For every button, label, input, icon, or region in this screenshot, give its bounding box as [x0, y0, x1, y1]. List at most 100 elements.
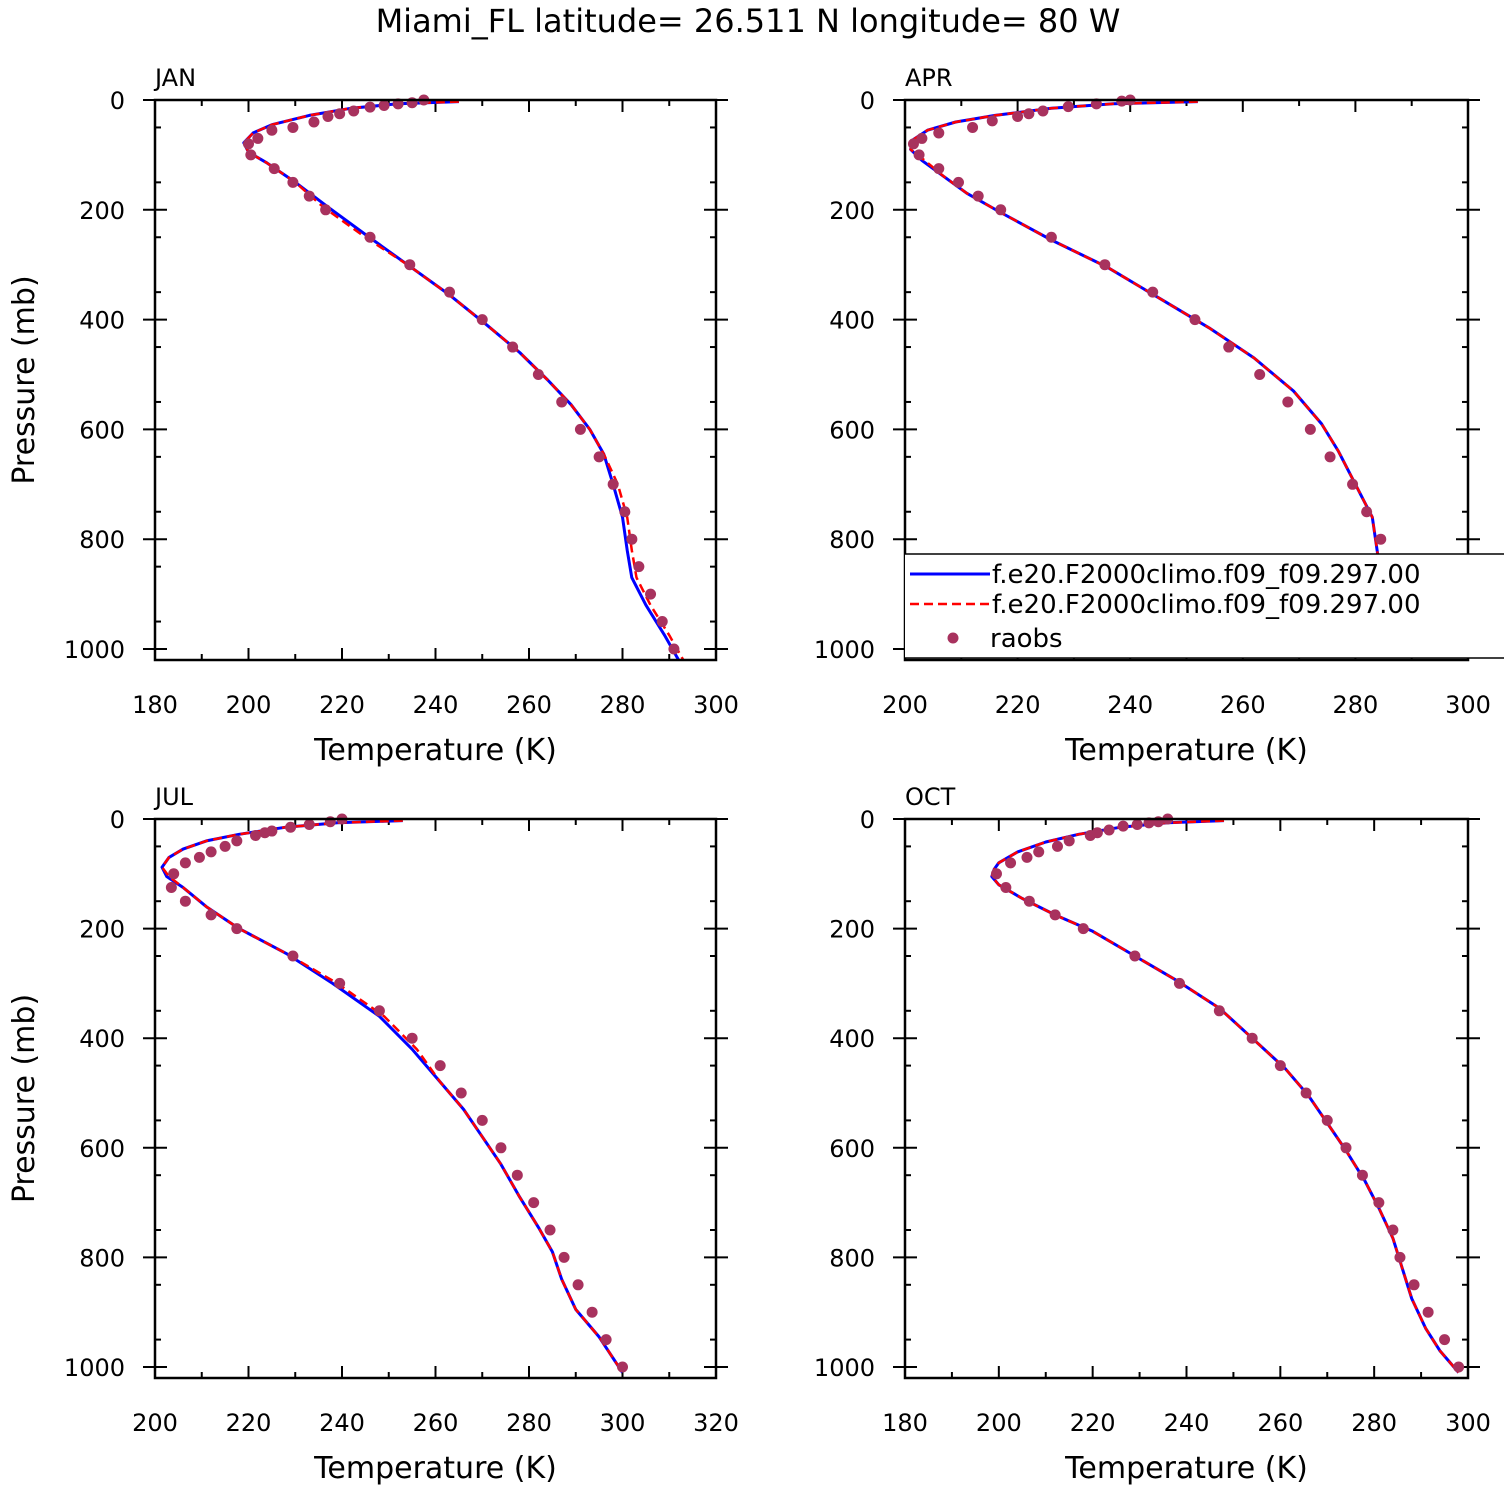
y-tick-label: 800 — [79, 526, 125, 554]
panel-label: JAN — [153, 64, 196, 92]
x-tick-label: 240 — [1164, 1409, 1210, 1437]
model-solid-line — [160, 819, 624, 1374]
raobs-point — [972, 190, 984, 202]
y-tick-label: 200 — [79, 916, 125, 944]
raobs-point — [572, 1279, 584, 1291]
raobs-point — [916, 132, 928, 144]
y-tick-label: 200 — [79, 197, 125, 225]
x-tick-label: 280 — [1351, 1409, 1397, 1437]
raobs-point — [1129, 950, 1141, 962]
y-tick-label: 800 — [829, 1244, 875, 1272]
raobs-point — [1300, 1087, 1312, 1099]
raobs-point — [586, 1306, 598, 1318]
model-dashed-line — [990, 819, 1460, 1374]
y-tick-label: 0 — [110, 87, 125, 115]
raobs-point — [334, 977, 346, 989]
raobs-point — [165, 882, 177, 893]
raobs-point — [913, 149, 925, 161]
chart-title: Miami_FL latitude= 26.511 N longitude= 8… — [376, 2, 1121, 40]
y-tick-label: 400 — [829, 1025, 875, 1053]
raobs-point — [600, 1334, 612, 1346]
raobs-point — [303, 818, 315, 830]
raobs-point — [1324, 451, 1336, 463]
raobs-point — [907, 138, 919, 150]
x-axis-title: Temperature (K) — [313, 733, 557, 768]
raobs-point — [656, 616, 668, 628]
x-tick-label: 320 — [693, 1409, 739, 1437]
y-tick-label: 400 — [79, 1025, 125, 1053]
raobs-point — [617, 1361, 628, 1373]
raobs-point — [1021, 851, 1033, 863]
model-dashed-line — [160, 819, 624, 1374]
raobs-point — [1254, 369, 1266, 380]
raobs-point — [193, 851, 205, 863]
raobs-point — [1005, 857, 1017, 869]
raobs-point — [574, 423, 586, 435]
raobs-point — [455, 1087, 467, 1099]
raobs-point — [308, 116, 320, 128]
x-tick-label: 240 — [413, 691, 459, 719]
x-tick-label: 220 — [226, 1409, 272, 1437]
raobs-point — [1099, 259, 1111, 271]
raobs-point — [1049, 909, 1061, 921]
x-tick-label: 220 — [995, 691, 1041, 719]
panel-apr: 200 220 240 260 280 300 0 200 400 600 800 1000 APR Te… — [814, 64, 1491, 768]
x-tick-label: 200 — [226, 691, 272, 719]
y-tick-label: 800 — [829, 526, 875, 554]
raobs-point — [168, 868, 180, 880]
x-tick-label: 180 — [132, 691, 178, 719]
y-tick-label: 400 — [829, 307, 875, 335]
legend-marker-swatch — [947, 632, 959, 644]
raobs-point — [1045, 231, 1057, 243]
raobs-point — [219, 840, 231, 852]
raobs-point — [668, 643, 680, 655]
raobs-point — [406, 1032, 418, 1044]
panels-layer: 180 200 220 240 260 280 300 0 200 400 600 800 1000 JA… — [7, 64, 1491, 1486]
x-tick-label: 300 — [600, 1409, 646, 1437]
y-tick-label: 200 — [829, 916, 875, 944]
raobs-point — [986, 115, 998, 127]
raobs-point — [1023, 108, 1035, 120]
x-axis-title: Temperature (K) — [1064, 1451, 1308, 1486]
model-solid-line — [990, 819, 1460, 1374]
raobs-point — [933, 163, 945, 175]
x-tick-label: 300 — [1445, 1409, 1491, 1437]
raobs-point — [1223, 341, 1235, 353]
raobs-point — [1453, 1361, 1465, 1373]
x-tick-label: 220 — [319, 691, 365, 719]
raobs-point — [205, 909, 217, 921]
y-axis-title: Pressure (mb) — [7, 994, 42, 1203]
y-tick-label: 1000 — [64, 1354, 125, 1382]
x-tick-label: 260 — [1257, 1409, 1303, 1437]
raobs-point — [320, 204, 332, 216]
raobs-point — [507, 341, 519, 353]
model-solid-line — [242, 100, 680, 661]
raobs-point — [1347, 478, 1359, 490]
raobs-point — [544, 1224, 556, 1236]
raobs-point — [607, 478, 619, 490]
raobs-point — [1033, 846, 1045, 858]
raobs-point — [1361, 506, 1373, 518]
raobs-point — [434, 1060, 446, 1072]
raobs-point — [1103, 824, 1115, 836]
y-tick-label: 600 — [829, 1135, 875, 1163]
raobs-point — [1408, 1279, 1420, 1291]
raobs-point — [205, 846, 217, 858]
x-tick-label: 280 — [600, 691, 646, 719]
y-tick-label: 800 — [79, 1244, 125, 1272]
plot-frame — [153, 98, 718, 662]
panel-oct: 180 200 220 240 260 280 300 0 200 400 600 800 1000 OC… — [814, 783, 1491, 1486]
y-tick-label: 0 — [860, 87, 875, 115]
raobs-point — [952, 176, 964, 188]
x-tick-label: 280 — [1332, 691, 1378, 719]
raobs-point — [1282, 396, 1294, 408]
x-axis-title: Temperature (K) — [1064, 733, 1308, 768]
plot-frame — [903, 98, 1470, 662]
raobs-point — [1356, 1169, 1368, 1181]
raobs-point — [528, 1197, 540, 1209]
raobs-series — [165, 813, 628, 1373]
raobs-point — [1246, 1032, 1258, 1044]
raobs-point — [1023, 895, 1035, 907]
